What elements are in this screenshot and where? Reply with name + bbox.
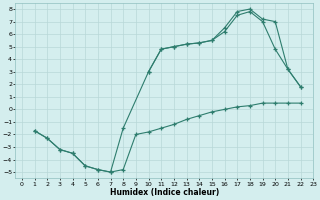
X-axis label: Humidex (Indice chaleur): Humidex (Indice chaleur) [110,188,219,197]
